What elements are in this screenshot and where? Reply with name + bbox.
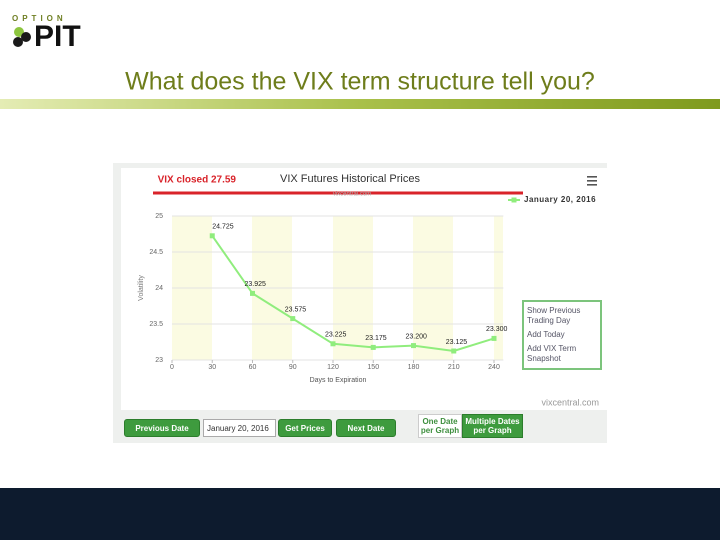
data-label: 23.175	[365, 335, 387, 342]
point	[451, 348, 457, 354]
data-label: 23.575	[285, 306, 307, 313]
legend-entry: January 20, 2016	[524, 195, 596, 204]
y-tick-label: 23	[155, 357, 163, 364]
x-tick-label: 180	[408, 364, 420, 371]
date-input[interactable]: January 20, 2016	[203, 419, 276, 437]
y-tick-label: 24	[155, 285, 163, 292]
chart-subtitle: vixcentral.com	[333, 192, 371, 198]
logo-top: OPTION	[12, 14, 67, 23]
menu-item[interactable]: Show Previous Trading Day	[527, 306, 581, 325]
get-prices-button[interactable]: Get Prices	[278, 419, 332, 437]
y-tick-label: 23.5	[149, 321, 163, 328]
point	[411, 343, 416, 349]
context-menu: Show Previous Trading Day Add Today Add VI…	[522, 300, 602, 370]
divider-bar	[0, 99, 720, 109]
multiple-dates-tab[interactable]: Multiple Dates per Graph	[462, 414, 523, 438]
logo: OPTION PIT	[12, 14, 81, 53]
y-axis-label: Volatility	[138, 275, 145, 301]
data-label: 23.200	[406, 333, 428, 340]
x-tick-label: 90	[289, 364, 297, 371]
x-axis-label: Days to Expiration	[310, 377, 367, 384]
point	[250, 290, 255, 296]
x-tick-label: 240	[488, 364, 500, 371]
data-label: 23.125	[446, 339, 468, 346]
point	[209, 233, 215, 239]
x-tick-label: 150	[367, 364, 379, 371]
point	[370, 344, 376, 350]
y-tick-label: 25	[155, 213, 163, 220]
footer-band	[0, 488, 720, 540]
series-line	[211, 235, 495, 353]
data-label: 23.225	[325, 332, 347, 339]
chart-title: VIX Futures Historical Prices	[280, 173, 420, 185]
menu-icon[interactable]	[587, 176, 597, 186]
slide-title: What does the VIX term structure tell yo…	[125, 68, 595, 96]
data-label: 23.925	[245, 281, 267, 288]
x-tick-label: 30	[208, 364, 216, 371]
point	[330, 341, 336, 347]
menu-item[interactable]: Add Today	[527, 330, 565, 339]
menu-item[interactable]: Add VIX Term Snapshot	[527, 344, 577, 363]
x-tick-label: 210	[448, 364, 460, 371]
one-date-tab[interactable]: One Date per Graph	[418, 414, 462, 438]
legend-swatch-point	[511, 197, 517, 203]
next-date-button[interactable]: Next Date	[336, 419, 396, 437]
point	[491, 335, 497, 341]
previous-date-button[interactable]: Previous Date	[124, 419, 200, 437]
x-tick-label: 60	[249, 364, 257, 371]
credit: vixcentral.com	[541, 397, 599, 407]
data-label: 23.300	[486, 326, 508, 333]
x-tick-label: 120	[327, 364, 339, 371]
logo-main: PIT	[34, 20, 81, 53]
data-label: 24.725	[212, 224, 234, 231]
x-tick-label: 0	[170, 364, 174, 371]
annotation: VIX closed 27.59	[158, 175, 237, 186]
point	[290, 316, 296, 322]
y-tick-label: 24.5	[149, 249, 163, 256]
